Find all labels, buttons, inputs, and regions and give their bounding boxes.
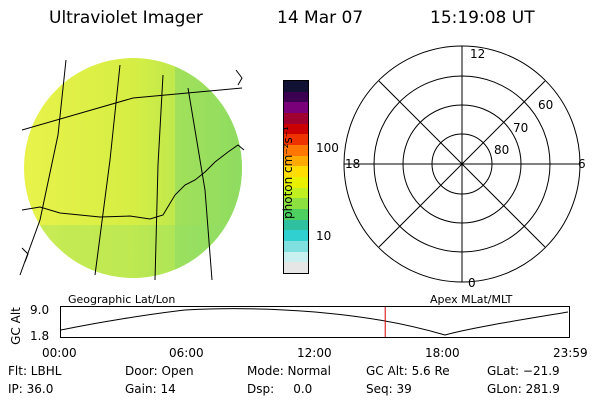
date-label: 14 Mar 07: [277, 8, 364, 28]
colorbar-band-3: [284, 113, 308, 124]
altitude-curve: [60, 308, 569, 336]
strip-x-tick-0000: 00:00: [42, 346, 77, 360]
status-dsp: Dsp: 0.0: [247, 382, 313, 396]
colorbar-band-14: [284, 230, 308, 242]
strip-x-tick-1200: 12:00: [297, 346, 332, 360]
colorbar-band-12: [284, 209, 308, 220]
colorbar-band-6: [284, 145, 308, 156]
polar-diagonal-2: [378, 80, 546, 248]
colorbar-band-11: [284, 198, 308, 210]
strip-y-axis-label: GC Alt: [8, 307, 23, 345]
geographic-label: Geographic Lat/Lon: [68, 293, 176, 306]
colorbar-band-9: [284, 177, 308, 188]
colorbar-band-7: [284, 155, 308, 167]
status-glon: GLon: 281.9: [487, 382, 560, 396]
colorbar-tick-100: 100: [316, 141, 339, 155]
lat-label-70: 70: [513, 121, 529, 135]
colorbar-band-2: [284, 102, 308, 114]
mlt-label-0: 0: [468, 276, 476, 290]
mlt-label-6: 6: [578, 157, 586, 171]
coast-fragment-right: [235, 69, 243, 86]
mlt-label-18: 18: [345, 157, 361, 171]
colorbar-band-13: [284, 219, 308, 231]
colorbar-unit-label: photon cm⁻²s⁻¹: [281, 126, 295, 219]
colorbar-band-5: [284, 134, 308, 146]
lat-label-80: 80: [494, 143, 510, 157]
colorbar-band-4: [284, 123, 308, 135]
colorbar-band-17: [284, 262, 308, 273]
strip-y-tick-1-8: 1.8: [30, 329, 50, 343]
colorbar: [283, 80, 309, 274]
status-gain: Gain: 14: [125, 382, 176, 396]
strip-x-tick-1800: 18:00: [425, 346, 460, 360]
altitude-strip: [60, 306, 570, 338]
strip-x-tick-2359: 23:59: [553, 346, 588, 360]
strip-y-tick-9: 9.0: [30, 303, 50, 317]
lon-line-1: [19, 59, 67, 276]
coast-fragment-left: [21, 247, 29, 263]
status-filter: Flt: LBHL: [8, 364, 62, 378]
colorbar-band-1: [284, 91, 308, 103]
lon-line-2: [94, 64, 121, 276]
colorbar-band-0: [284, 81, 308, 92]
mlt-label-12: 12: [470, 47, 486, 61]
strip-x-tick-0600: 06:00: [169, 346, 204, 360]
apex-label: Apex MLat/MLT: [430, 293, 513, 306]
lon-line-4: [187, 87, 213, 281]
status-gc-alt: GC Alt: 5.6 Re: [366, 364, 450, 378]
earth-image: [19, 58, 245, 281]
instrument-title: Ultraviolet Imager: [49, 8, 203, 28]
lon-line-3: [154, 74, 164, 281]
colorbar-band-15: [284, 241, 308, 252]
colorbar-band-16: [284, 251, 308, 263]
coastline: [21, 144, 245, 220]
colorbar-band-10: [284, 187, 308, 199]
time-label: 15:19:08 UT: [430, 8, 535, 28]
earth-disc: [24, 58, 242, 278]
strip-frame: [60, 306, 570, 338]
colorbar-tick-10: 10: [316, 229, 332, 243]
polar-grid: [343, 45, 581, 283]
status-seq: Seq: 39: [366, 382, 412, 396]
status-glat: GLat: −21.9: [487, 364, 560, 378]
status-ip: IP: 36.0: [8, 382, 54, 396]
lat-label-60: 60: [538, 98, 554, 112]
lat-line-upper: [21, 87, 243, 131]
status-mode: Mode: Normal: [247, 364, 331, 378]
colorbar-band-8: [284, 166, 308, 178]
status-door: Door: Open: [125, 364, 194, 378]
